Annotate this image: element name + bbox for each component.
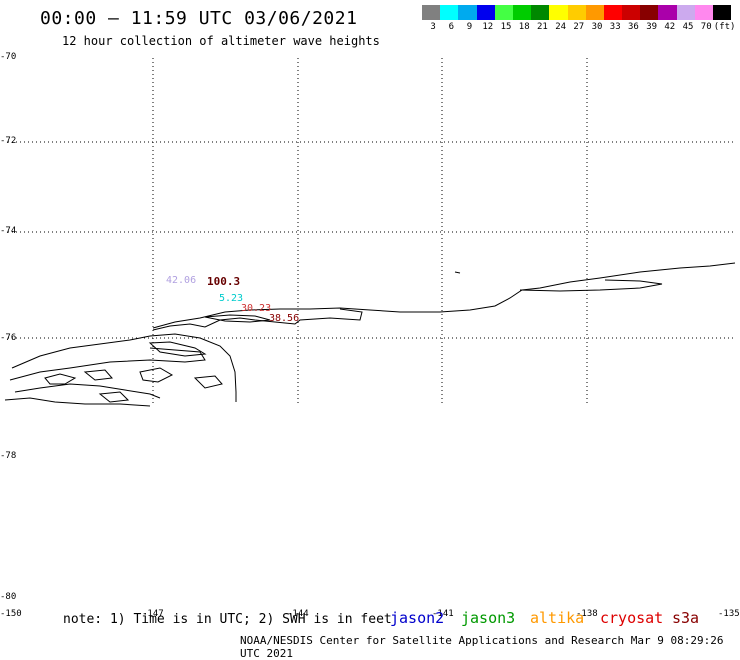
color-legend-label: 21: [537, 22, 548, 32]
color-legend: [422, 5, 732, 20]
x-tick-label: -144: [287, 609, 309, 619]
coastline: [4, 262, 736, 407]
x-tick-label: -150: [0, 609, 22, 619]
x-tick-label: -147: [142, 609, 164, 619]
satellite-legend-s3a: s3a: [672, 609, 700, 627]
color-legend-label: 9: [466, 22, 473, 32]
color-swatch: [476, 5, 495, 20]
color-legend-label: 15: [500, 22, 512, 32]
color-legend-label: 27: [573, 22, 585, 32]
color-legend-label: 24: [555, 22, 567, 32]
satellite-legend-altika: altika: [530, 609, 585, 627]
color-legend-label: 33: [609, 22, 621, 32]
color-swatch: [512, 5, 532, 20]
map-title: 00:00 – 11:59 UTC 03/06/2021: [40, 8, 358, 29]
color-swatch: [622, 5, 641, 20]
color-legend-labels: 3 6 9 12 15 18 21 24 27 30 33 36 39 42 45 70 (ft): [422, 0, 740, 40]
credit-line: NOAA/NESDIS Center for Satellite Applica…: [240, 634, 724, 660]
footer-note: note: 1) Time is in UTC; 2) SWH is in fe…: [63, 612, 392, 627]
color-swatch: [458, 5, 477, 20]
satellite-legend-jason3: jason3: [461, 609, 516, 627]
color-legend-label: 30: [591, 22, 603, 32]
color-swatch: [694, 5, 713, 20]
color-swatch: [422, 5, 441, 20]
color-legend-label: (ft): [713, 22, 736, 32]
color-legend-label: 42: [664, 22, 676, 32]
y-tick-label: -80: [0, 592, 17, 602]
color-legend-label: 70: [700, 22, 712, 32]
color-legend-label: 36: [628, 22, 639, 32]
color-swatch: [713, 5, 732, 20]
color-swatch: [549, 5, 568, 20]
color-legend-label: 45: [682, 22, 694, 32]
satellite-legend-cryosat: cryosat: [600, 609, 664, 627]
y-tick-label: -70: [0, 52, 17, 62]
x-tick-label: -138: [576, 609, 598, 619]
color-swatch: [440, 5, 459, 20]
x-tick-label: -141: [432, 609, 454, 619]
y-tick-label: -76: [0, 333, 17, 343]
color-legend-label: 3: [430, 22, 436, 32]
y-tick-label: -78: [0, 451, 17, 461]
wave-height-value: 5.23: [219, 293, 244, 304]
y-tick-label: -72: [0, 136, 17, 146]
color-swatch: [567, 5, 586, 20]
wave-height-value: 38.56: [269, 313, 300, 324]
wave-height-value: 100.3: [207, 275, 241, 288]
color-legend-label: 6: [448, 22, 455, 32]
gridlines: [8, 58, 735, 406]
color-legend-label: 12: [482, 22, 494, 32]
wave-height-value: 30.23: [241, 303, 272, 314]
color-swatch: [531, 5, 550, 20]
color-swatch: [676, 5, 695, 20]
color-swatch: [585, 5, 604, 20]
color-swatch: [494, 5, 513, 20]
satellite-legend-jason2: jason2: [390, 609, 445, 627]
color-swatch: [658, 5, 677, 20]
color-swatch: [603, 5, 623, 20]
y-tick-label: -74: [0, 226, 17, 236]
x-tick-label: -135: [718, 609, 740, 619]
color-legend-label: 18: [518, 22, 530, 32]
color-legend-label: 39: [646, 22, 658, 32]
color-swatch: [640, 5, 659, 20]
map-subtitle: 12 hour collection of altimeter wave hei…: [62, 34, 380, 48]
wave-height-value: 42.06: [166, 275, 197, 286]
